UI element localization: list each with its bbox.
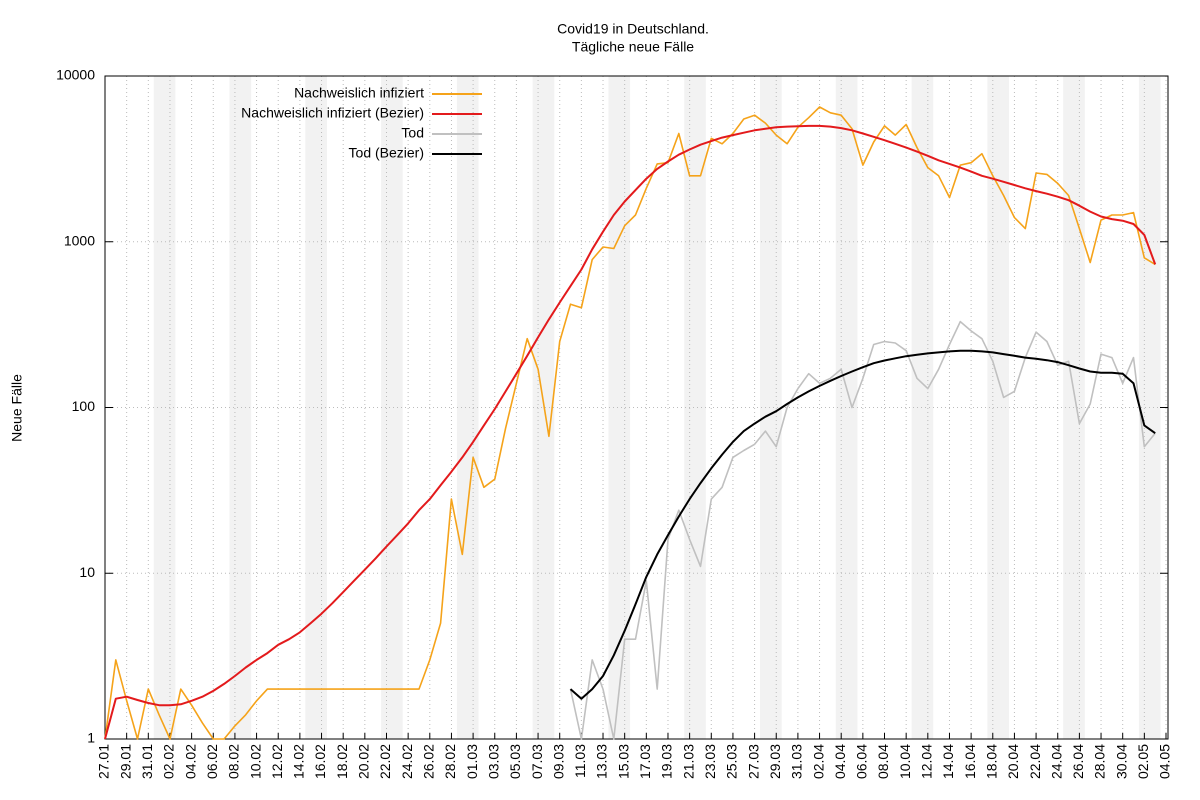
x-tick-label: 27.03 [745,744,761,779]
x-tick-label: 21.03 [680,744,696,779]
x-tick-label: 30.04 [1113,744,1129,779]
x-tick-label: 10.04 [897,744,913,779]
x-tick-label: 03.03 [485,744,501,779]
x-tick-label: 14.02 [291,744,307,779]
weekend-band [456,76,479,739]
x-tick-label: 06.02 [204,744,220,779]
x-tick-label: 09.03 [550,744,566,779]
series-line [104,106,1156,740]
x-tick-label: 11.03 [572,744,588,778]
weekend-band [153,76,176,739]
x-tick-label: 18.02 [334,744,350,779]
x-tick-label: 20.02 [356,744,372,779]
series-line [569,320,1156,740]
weekend-band [911,76,934,739]
y-tick-label: 100 [72,398,96,414]
x-tick-label: 18.04 [983,744,999,779]
y-tick-label: 1 [87,730,95,746]
series-line [104,124,1157,740]
weekend-band [381,76,403,739]
y-tick-label: 10000 [56,67,95,83]
weekend-band [835,76,858,739]
x-tick-label: 19.03 [659,744,675,779]
x-tick-label: 26.04 [1070,744,1086,779]
x-tick-label: 15.03 [615,744,631,779]
x-tick-label: 28.04 [1092,744,1108,779]
plot-frame [104,75,1169,740]
x-tick-label: 27.01 [96,744,112,779]
x-tick-label: 06.04 [854,744,870,779]
x-tick-label: 22.04 [1027,744,1043,779]
y-tick-label: 10 [79,564,95,580]
x-tick-label: 07.03 [529,744,545,779]
x-tick-label: 05.03 [507,744,523,779]
y-tick-label: 1000 [64,232,95,248]
chart-title: Covid19 in Deutschland. [557,21,709,37]
x-tick-label: 17.03 [637,744,653,779]
x-tick-label: 29.01 [117,744,133,779]
x-tick-label: 02.04 [810,744,826,779]
x-tick-label: 26.02 [420,744,436,779]
legend-label: Nachweislich infiziert (Bezier) [241,105,424,121]
x-tick-label: 22.02 [377,744,393,779]
x-tick-label: 04.02 [182,744,198,779]
x-tick-label: 14.04 [940,744,956,779]
legend-label: Tod (Bezier) [349,145,424,161]
weekend-band [760,76,782,739]
x-tick-label: 31.01 [139,744,155,779]
x-tick-label: 10.02 [247,744,263,779]
x-tick-label: 04.04 [832,744,848,779]
x-tick-label: 29.03 [767,744,783,779]
legend-label: Tod [401,125,424,141]
x-tick-label: 31.03 [789,744,805,779]
x-tick-label: 01.03 [464,744,480,779]
weekend-band [987,76,1010,739]
x-tick-label: 02.02 [161,744,177,779]
x-tick-label: 13.03 [594,744,610,779]
weekend-band [229,76,252,739]
y-axis-label: Neue Fälle [9,374,25,442]
x-tick-label: 20.04 [1005,744,1021,779]
chart-subtitle: Tägliche neue Fälle [572,39,694,55]
x-tick-label: 23.03 [702,744,718,779]
legend-label: Nachweislich infiziert [294,85,424,101]
x-tick-label: 24.02 [399,744,415,779]
x-tick-label: 08.04 [875,744,891,779]
x-tick-label: 28.02 [442,744,458,779]
x-tick-label: 24.04 [1048,744,1064,779]
series-line [569,349,1156,700]
x-tick-label: 16.04 [962,744,978,779]
x-tick-label: 12.02 [269,744,285,779]
x-tick-label: 08.02 [226,744,242,779]
x-tick-label: 16.02 [312,744,328,779]
x-tick-label: 12.04 [919,744,935,779]
x-tick-label: 02.05 [1135,744,1151,779]
x-tick-label: 25.03 [724,744,740,779]
weekend-band [305,76,327,739]
x-tick-label: 04.05 [1157,744,1173,779]
